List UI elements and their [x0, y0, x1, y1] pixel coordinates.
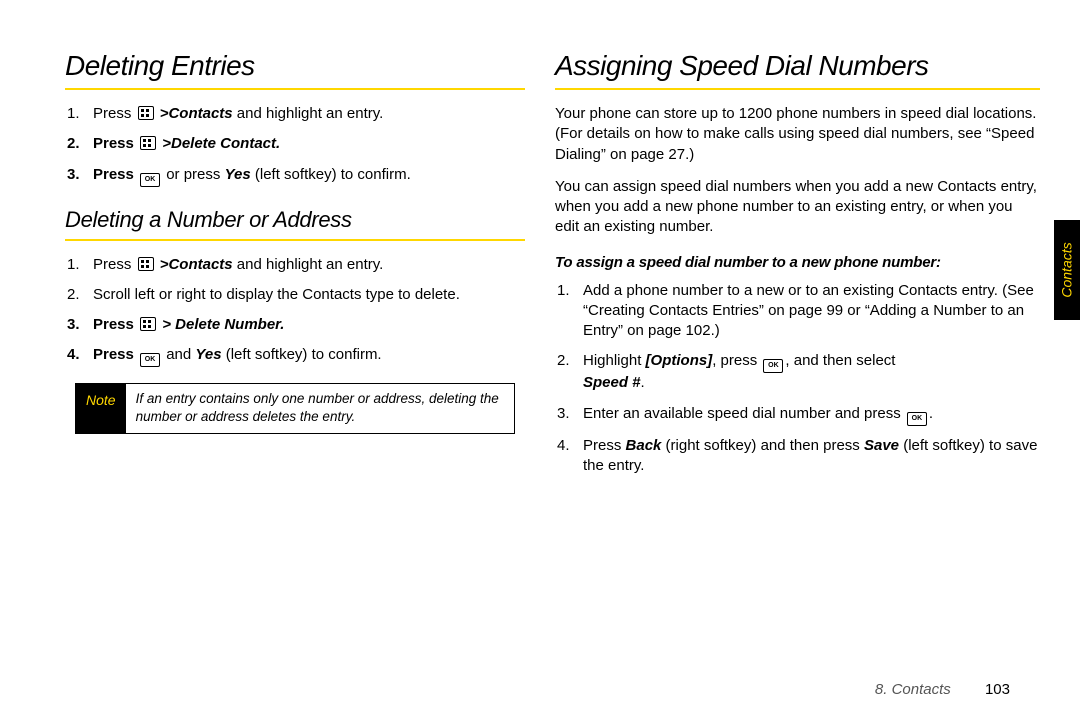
tab-label: Contacts — [1059, 242, 1075, 297]
text: (right softkey) and then press — [661, 437, 864, 454]
page-footer: 8. Contacts 103 — [875, 681, 1010, 698]
text: and — [162, 346, 195, 363]
rule — [555, 88, 1040, 90]
contacts-label: Contacts — [168, 105, 232, 122]
section-tab: Contacts — [1054, 220, 1080, 320]
right-column: Assigning Speed Dial Numbers Your phone … — [555, 50, 1040, 700]
step-3: Press > Delete Number. — [89, 315, 525, 335]
step-4: Press and Yes (left softkey) to confirm. — [89, 345, 525, 367]
menu-icon — [138, 106, 154, 120]
yes-label: Yes — [195, 346, 221, 363]
ok-icon — [907, 412, 927, 426]
ok-icon — [140, 173, 160, 187]
text: Scroll left or right to display the Cont… — [93, 286, 460, 303]
heading-deleting-number: Deleting a Number or Address — [65, 207, 525, 233]
step-1: Add a phone number to a new or to an exi… — [579, 281, 1040, 342]
menu-icon — [138, 257, 154, 271]
list-deleting-number: Press >Contacts and highlight an entry. … — [65, 255, 525, 378]
gt: > — [162, 135, 171, 152]
text: Press — [93, 166, 138, 183]
list-deleting-entries: Press >Contacts and highlight an entry. … — [65, 104, 525, 197]
text: (left softkey) to confirm. — [251, 166, 411, 183]
step-2: Scroll left or right to display the Cont… — [89, 285, 525, 305]
contacts-label: Contacts — [168, 256, 232, 273]
delete-number-label: Delete Number. — [175, 316, 284, 333]
gt: > — [162, 316, 171, 333]
step-3: Enter an available speed dial number and… — [579, 404, 1040, 426]
ok-icon — [140, 353, 160, 367]
page-number: 103 — [985, 681, 1010, 698]
text: Press — [93, 135, 138, 152]
step-4: Press Back (right softkey) and then pres… — [579, 436, 1040, 477]
paragraph-2: You can assign speed dial numbers when y… — [555, 177, 1040, 238]
save-label: Save — [864, 437, 899, 454]
paragraph-1: Your phone can store up to 1200 phone nu… — [555, 104, 1040, 165]
rule — [65, 239, 525, 241]
note-box: Note If an entry contains only one numbe… — [75, 383, 515, 433]
step-2: Highlight [Options], press , and then se… — [579, 351, 1040, 393]
step-3: Press or press Yes (left softkey) to con… — [89, 165, 525, 187]
text: . — [929, 405, 933, 422]
speed-num-label: Speed # — [583, 374, 641, 391]
menu-icon — [140, 136, 156, 150]
text: (left softkey) to confirm. — [222, 346, 382, 363]
step-2: Press >Delete Contact. — [89, 134, 525, 154]
text: Add a phone number to a new or to an exi… — [583, 282, 1034, 340]
text: Highlight — [583, 352, 646, 369]
text: Press — [93, 105, 136, 122]
text: and highlight an entry. — [233, 105, 384, 122]
text: Press — [93, 316, 138, 333]
options-label: [Options] — [646, 352, 713, 369]
subheading: To assign a speed dial number to a new p… — [555, 254, 1040, 271]
text: Press — [93, 346, 138, 363]
list-assign-speed-dial: Add a phone number to a new or to an exi… — [555, 281, 1040, 487]
ok-icon — [763, 359, 783, 373]
heading-deleting-entries: Deleting Entries — [65, 50, 525, 82]
text: and highlight an entry. — [233, 256, 384, 273]
delete-contact-label: Delete Contact. — [171, 135, 280, 152]
note-label: Note — [76, 384, 126, 432]
note-text: If an entry contains only one number or … — [126, 384, 514, 432]
step-1: Press >Contacts and highlight an entry. — [89, 255, 525, 275]
back-label: Back — [626, 437, 662, 454]
text: or press — [162, 166, 225, 183]
heading-speed-dial: Assigning Speed Dial Numbers — [555, 50, 1040, 82]
text: Press — [93, 256, 136, 273]
menu-icon — [140, 317, 156, 331]
rule — [65, 88, 525, 90]
chapter-label: 8. Contacts — [875, 681, 951, 698]
text: Press — [583, 437, 626, 454]
step-1: Press >Contacts and highlight an entry. — [89, 104, 525, 124]
left-column: Deleting Entries Press >Contacts and hig… — [65, 50, 525, 700]
text: , and then select — [785, 352, 895, 369]
text: . — [641, 374, 645, 391]
yes-label: Yes — [225, 166, 251, 183]
text: , press — [712, 352, 761, 369]
text: Enter an available speed dial number and… — [583, 405, 905, 422]
manual-page: Deleting Entries Press >Contacts and hig… — [0, 0, 1080, 720]
